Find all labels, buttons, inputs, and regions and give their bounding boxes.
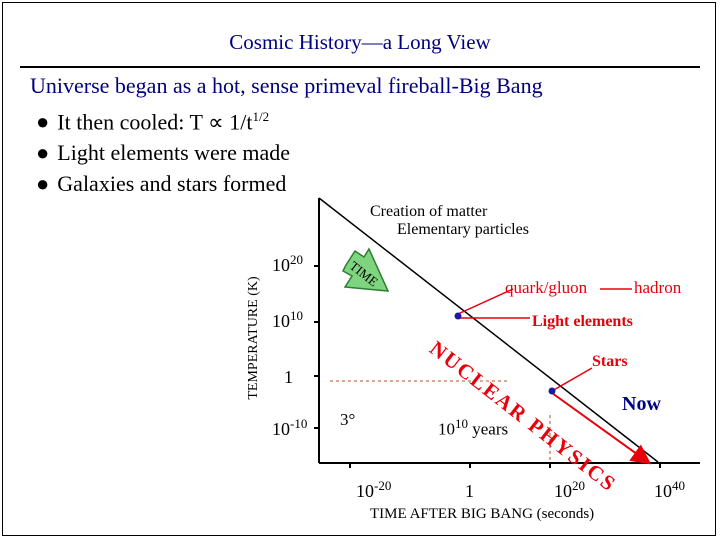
y-tick-label: 1020 [272,252,303,275]
slide-title: Cosmic History—a Long View [229,30,491,54]
bullet-item: ● Light elements were made [36,140,291,166]
y-tick-label: 1 [284,367,293,387]
stars-marker [548,387,556,395]
bullet-item: ● Galaxies and stars formed [36,171,287,197]
y-tick-marks [314,265,319,429]
cooling-line [318,197,659,463]
bullet-list: Universe began as a hot, sense primeval … [30,70,543,199]
quark-gluon-pointer [457,288,514,315]
headline: Universe began as a hot, sense primeval … [30,73,543,98]
y-tick-label: 1010 [272,308,303,331]
x-tick-label: 1020 [554,478,585,501]
years-label: 1010 years [438,416,509,439]
light-elements-label: Light elements [532,313,633,330]
x-axis-title: TIME AFTER BIG BANG (seconds) [370,506,595,522]
proportional-symbol: ∝ [208,109,224,135]
bullet-dot-icon: ● [36,171,50,197]
now-label: Now [622,393,661,415]
stars-pointer [551,367,593,392]
bullet-dot-icon: ● [36,140,50,166]
now-arrow [551,392,652,465]
bullet-item: ● It then cooled: T ∝ 1/t1/2 [36,109,270,135]
time-arrow-icon [342,247,390,292]
x-tick-label: 1040 [654,478,685,501]
quark-gluon-marker [454,312,462,320]
y-axis-title: TEMPERATURE (K) [246,276,261,400]
stars-label: Stars [592,353,628,370]
quark-gluon-label: quark/gluon [505,278,588,297]
elementary-particles-label: Elementary particles [397,221,529,238]
hadron-label: hadron [634,278,682,297]
title-underline [20,66,700,68]
dashed-guides [330,380,551,462]
creation-of-matter-label: Creation of matter [370,203,488,220]
x-tick-label: 10-20 [356,478,392,501]
x-tick-marks [349,463,661,468]
x-tick-label: 1 [465,481,474,501]
y-tick-label: 10-10 [272,416,308,439]
bullet-dot-icon: ● [36,109,50,135]
cmb-temperature-label: 3° [340,410,356,429]
